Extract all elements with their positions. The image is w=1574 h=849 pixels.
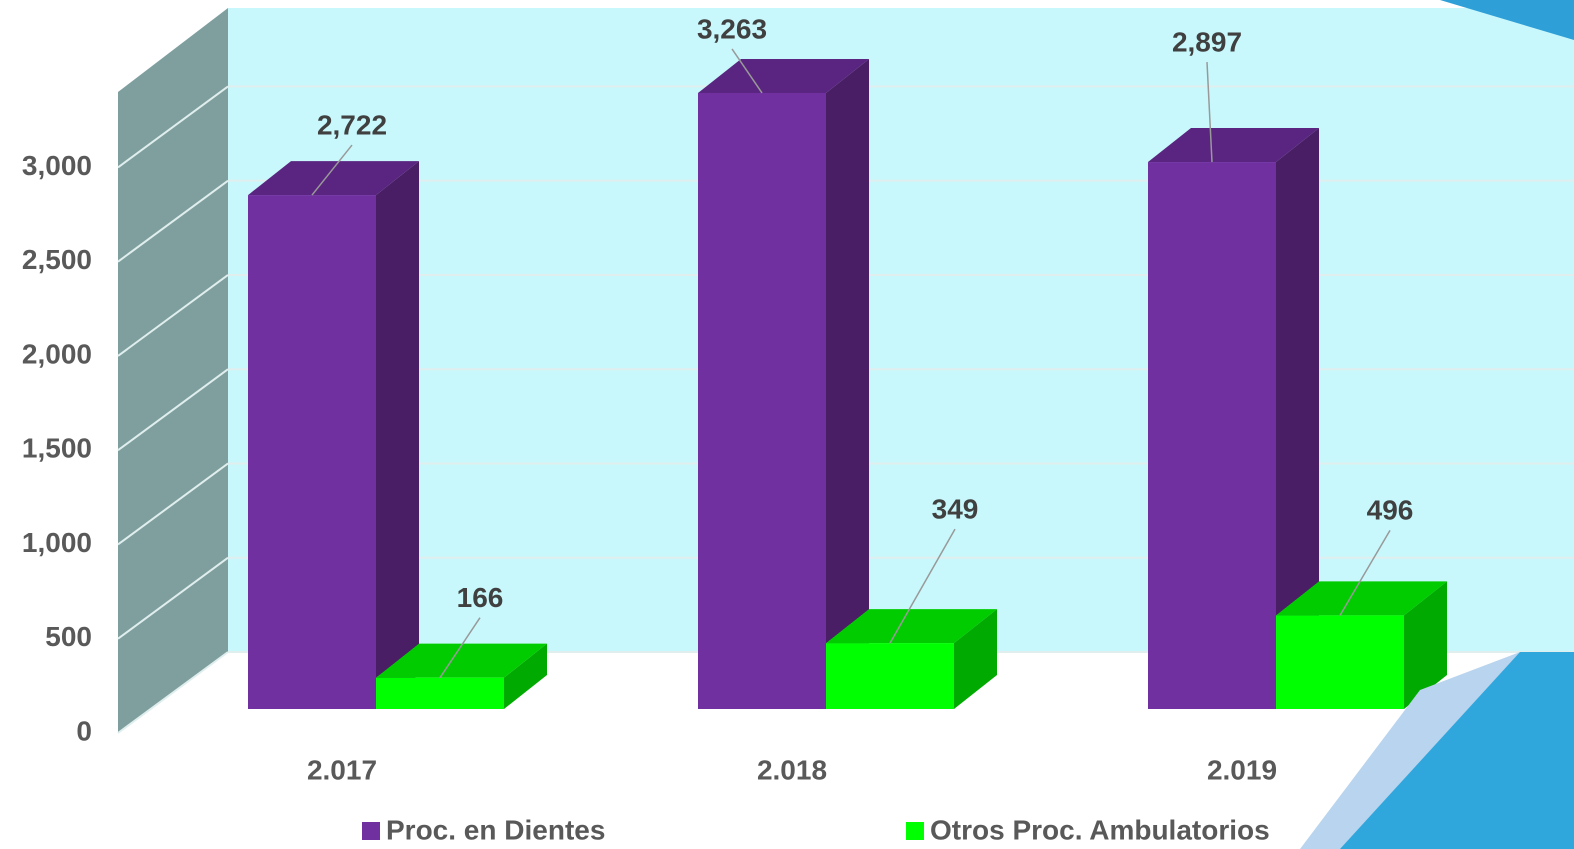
bar: [698, 58, 869, 709]
bar-front: [698, 92, 826, 709]
bar: [248, 161, 419, 709]
x-tick-label: 2.019: [1207, 754, 1277, 785]
y-tick-label: 3,000: [22, 150, 92, 181]
data-label: 349: [932, 493, 979, 524]
x-tick-label: 2.017: [307, 754, 377, 785]
y-tick-label: 1,000: [22, 527, 92, 558]
legend-swatch: [906, 822, 924, 840]
bar-top: [1276, 581, 1447, 616]
bar-side: [954, 609, 997, 709]
data-label: 166: [457, 582, 504, 613]
leader-line: [1206, 62, 1213, 163]
leader-line: [889, 528, 956, 644]
grid-line: [117, 462, 229, 546]
decoration: [1440, 0, 1574, 40]
grid-line: [117, 368, 229, 452]
y-tick-label: 2,000: [22, 338, 92, 369]
bar-top: [1148, 128, 1319, 163]
data-label: 2,722: [317, 109, 387, 140]
x-tick-label: 2.018: [757, 754, 827, 785]
bar-top: [698, 58, 869, 93]
data-label: 496: [1367, 495, 1414, 526]
plot: 0 500 1,000 1,500 2,000 2,500 3,000 2.017 2.018 2…: [22, 13, 1574, 785]
bar-front: [826, 643, 954, 709]
bar-side: [376, 161, 419, 709]
bar-top: [826, 609, 997, 644]
legend-label: Proc. en Dientes: [386, 814, 605, 845]
grid-line: [117, 651, 229, 734]
data-label: 2,897: [1172, 26, 1242, 57]
grid-line: [117, 274, 229, 357]
bar-front: [248, 195, 376, 709]
data-label: 3,263: [697, 13, 767, 44]
decoration: [1340, 652, 1574, 849]
grid-line: [117, 179, 229, 263]
y-tick-label: 1,500: [22, 433, 92, 464]
leader-line: [731, 48, 763, 94]
bar-front: [376, 677, 504, 709]
bar-side: [504, 643, 547, 709]
leader-line: [311, 144, 353, 196]
bar-front: [1276, 615, 1404, 709]
bar: [1148, 128, 1319, 710]
bar-side: [1276, 128, 1319, 710]
bar-top: [248, 161, 419, 196]
bar: [376, 643, 547, 709]
leader-line: [439, 617, 481, 679]
bar-front: [1148, 162, 1276, 710]
bar: [826, 609, 997, 709]
legend-swatch: [362, 822, 380, 840]
bar: [1276, 581, 1447, 709]
y-tick-label: 2,500: [22, 244, 92, 275]
grid-line: [117, 556, 229, 640]
y-tick-label: 0: [76, 715, 92, 746]
legend-label: Otros Proc. Ambulatorios: [930, 814, 1270, 845]
y-tick-label: 500: [45, 621, 92, 652]
bar-top: [376, 643, 547, 678]
bar-side: [826, 58, 869, 709]
bar-side: [1404, 581, 1447, 709]
grid-line: [117, 85, 229, 169]
legend: Proc. en Dientes Otros Proc. Ambulatorios: [362, 814, 1270, 845]
leader-line: [1339, 529, 1391, 616]
back-wall: [228, 8, 1574, 652]
side-wall: [118, 8, 228, 733]
